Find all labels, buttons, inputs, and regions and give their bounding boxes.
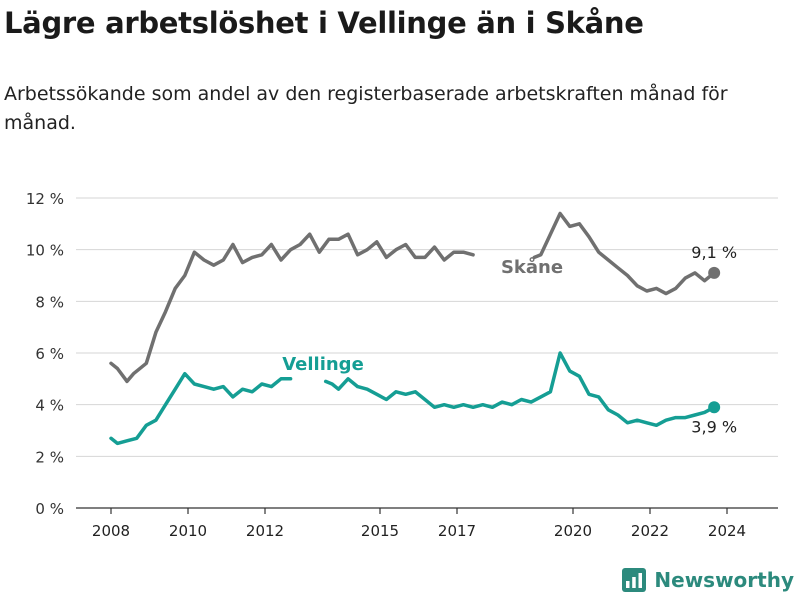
- end-point-marker: [708, 266, 721, 279]
- axes: 0 % 2 % 4 % 6 % 8 % 10 % 12 % 2008 2010 2012 2015 2…: [26, 190, 778, 540]
- series-label-vellinge: Vellinge: [282, 354, 364, 375]
- brand-name: Newsworthy: [654, 568, 794, 592]
- x-tick-label: 2010: [169, 522, 207, 540]
- x-tick-label: 2020: [554, 522, 592, 540]
- x-tick-label: 2015: [361, 522, 399, 540]
- x-tick-label: 2008: [92, 522, 130, 540]
- y-tick-label: 12 %: [26, 190, 64, 208]
- x-tick-label: 2012: [246, 522, 284, 540]
- y-tick-label: 0 %: [35, 500, 64, 518]
- x-tick-label: 2022: [631, 522, 669, 540]
- series-label-skane: Skåne: [501, 256, 563, 278]
- y-tick-label: 8 %: [35, 293, 64, 311]
- end-point-marker: [708, 401, 721, 414]
- series-lines: [109, 211, 721, 446]
- series-line-vellinge: [323, 351, 716, 428]
- y-tick-label: 6 %: [35, 345, 64, 363]
- end-value-label: 9,1 %: [691, 243, 737, 262]
- bar-chart-logo-icon: [622, 568, 647, 592]
- series-labels: 9,1 % 3,9 % Skåne Vellinge: [282, 243, 737, 436]
- x-tick-label: 2024: [708, 522, 746, 540]
- series-line-skne: [532, 211, 716, 296]
- y-tick-label: 2 %: [35, 448, 64, 466]
- series-line-vellinge: [109, 371, 293, 446]
- chart-subtitle: Arbetssökande som andel av den registerb…: [4, 83, 728, 135]
- chart-title: Lägre arbetslöshet i Vellinge än i Skåne: [4, 6, 644, 40]
- series-line-skne: [109, 232, 475, 384]
- end-value-label: 3,9 %: [691, 417, 737, 436]
- y-tick-label: 10 %: [26, 242, 64, 260]
- gridlines: [76, 197, 778, 457]
- brand: Newsworthy: [622, 568, 794, 592]
- x-tick-label: 2017: [438, 522, 476, 540]
- y-tick-label: 4 %: [35, 397, 64, 415]
